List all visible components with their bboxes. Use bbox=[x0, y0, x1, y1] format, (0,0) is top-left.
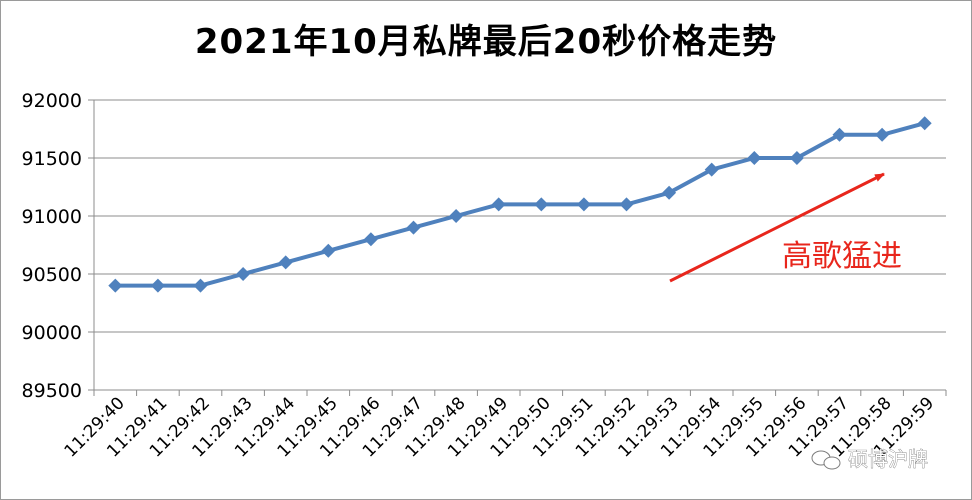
y-tick-label-4: 91500 bbox=[22, 148, 82, 170]
series-line bbox=[108, 116, 932, 293]
data-point-2 bbox=[193, 278, 208, 293]
annotation-group: 高歌猛进 bbox=[669, 172, 902, 283]
series-polyline bbox=[115, 121, 926, 288]
watermark: 硕博沪牌 bbox=[811, 447, 928, 471]
data-point-15 bbox=[747, 151, 762, 165]
data-point-17 bbox=[832, 127, 847, 142]
annotation-arrow bbox=[669, 172, 885, 283]
y-tick-label-3: 91000 bbox=[22, 206, 82, 228]
data-point-12 bbox=[619, 197, 634, 212]
data-point-11 bbox=[576, 197, 591, 212]
y-axis-ticks: 89500 90000 90500 91000 91500 92000 bbox=[22, 90, 94, 402]
data-point-10 bbox=[534, 197, 549, 212]
data-point-13 bbox=[662, 185, 677, 200]
data-point-8 bbox=[449, 209, 464, 223]
data-point-7 bbox=[406, 220, 421, 235]
data-point-0 bbox=[108, 278, 123, 293]
wechat-icon bbox=[811, 450, 841, 470]
gridlines bbox=[94, 99, 946, 391]
y-tick-label-1: 90000 bbox=[22, 322, 82, 344]
data-point-4 bbox=[278, 255, 293, 270]
watermark-text: 硕博沪牌 bbox=[848, 447, 928, 471]
chart-title: 2021年10月私牌最后20秒价格走势 bbox=[194, 22, 778, 62]
data-point-18 bbox=[875, 127, 890, 142]
data-point-3 bbox=[236, 267, 251, 281]
data-point-6 bbox=[363, 232, 378, 247]
data-point-14 bbox=[704, 162, 719, 177]
y-tick-label-0: 89500 bbox=[22, 380, 82, 402]
data-point-16 bbox=[789, 151, 804, 165]
data-point-1 bbox=[150, 278, 165, 293]
data-point-5 bbox=[321, 243, 336, 258]
y-tick-label-2: 90500 bbox=[22, 264, 82, 286]
annotation-text: 高歌猛进 bbox=[782, 239, 902, 274]
data-point-9 bbox=[491, 197, 506, 212]
y-tick-label-5: 92000 bbox=[22, 90, 82, 112]
x-axis: 11:29:4011:29:4111:29:4211:29:4311:29:44… bbox=[61, 100, 947, 462]
data-point-19 bbox=[917, 116, 932, 131]
